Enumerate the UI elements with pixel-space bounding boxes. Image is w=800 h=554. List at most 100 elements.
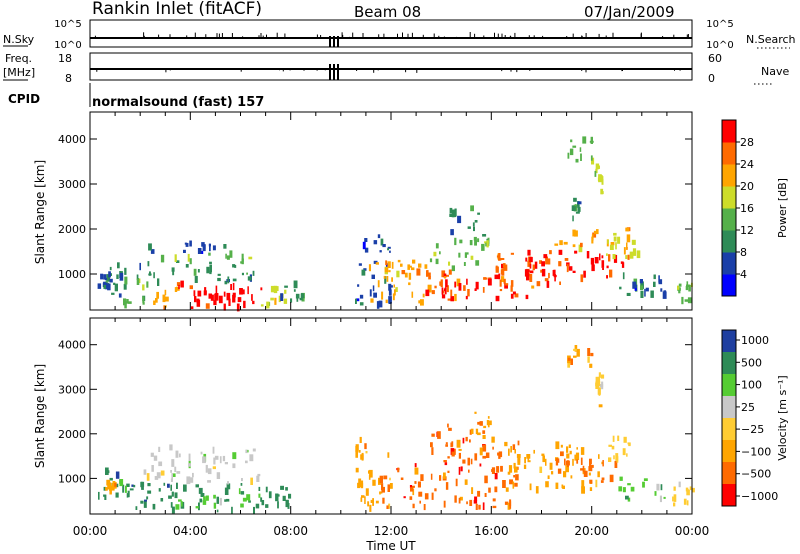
nsky-top-tick: 10^5 — [54, 19, 81, 30]
range-cell — [147, 490, 152, 494]
range-cell — [543, 254, 548, 259]
range-cell — [527, 460, 531, 463]
range-cell — [355, 467, 359, 473]
x-tick-label: 00:00 — [73, 524, 108, 538]
range-cell — [176, 482, 178, 489]
range-cell — [241, 272, 244, 276]
range-cell — [545, 256, 548, 265]
range-cell — [569, 148, 574, 156]
range-cell — [500, 258, 505, 260]
range-cell — [248, 500, 251, 503]
range-cell — [248, 256, 253, 260]
range-cell — [458, 448, 462, 451]
range-cell — [377, 303, 380, 306]
range-cell — [285, 499, 289, 508]
range-cell — [424, 264, 428, 269]
range-cell — [589, 487, 593, 491]
range-cell — [125, 485, 127, 493]
colorbar-swatch — [722, 484, 736, 507]
range-cell — [225, 253, 227, 259]
range-cell — [209, 261, 212, 265]
range-cell — [146, 496, 149, 500]
range-cell — [288, 493, 292, 499]
range-cell — [430, 442, 433, 448]
range-cell — [367, 501, 370, 507]
range-cell — [445, 442, 448, 445]
range-cell — [142, 284, 145, 291]
range-cell — [487, 416, 490, 419]
range-cell — [501, 276, 505, 282]
range-cell — [241, 258, 244, 265]
range-cell — [469, 429, 472, 435]
range-cell — [618, 486, 623, 492]
range-cell — [589, 479, 593, 484]
range-cell — [170, 502, 173, 508]
range-cell — [240, 491, 245, 495]
range-cell — [205, 464, 208, 473]
range-cell — [580, 274, 584, 283]
range-cell — [387, 452, 390, 458]
range-cell — [126, 493, 129, 498]
range-cell — [622, 487, 626, 493]
range-cell — [434, 285, 437, 289]
range-cell — [285, 487, 288, 491]
range-cell — [611, 445, 615, 450]
range-cell — [400, 263, 403, 267]
range-cell — [411, 267, 415, 271]
range-cell — [644, 288, 646, 297]
colorbar-swatch — [722, 208, 736, 231]
range-cell — [479, 463, 482, 467]
range-cell — [208, 293, 212, 299]
range-cell — [126, 299, 129, 304]
range-cell — [617, 236, 621, 244]
range-cell — [498, 273, 501, 280]
range-cell — [248, 494, 250, 502]
range-cell — [467, 289, 470, 297]
range-cell — [691, 487, 695, 493]
range-cell — [445, 444, 448, 447]
colorbar-swatch — [722, 374, 736, 397]
range-cell — [688, 284, 691, 292]
range-cell — [627, 497, 631, 502]
colorbar-swatch — [722, 120, 736, 143]
colorbar-tick-label: 28 — [740, 136, 754, 149]
range-cell — [109, 266, 112, 271]
range-cell — [445, 274, 449, 277]
range-cell — [144, 499, 147, 502]
power-heatmap — [97, 136, 693, 312]
range-cell — [422, 293, 425, 298]
y-tick-label: 2000 — [58, 223, 86, 236]
nsearch-top-tick: 10^5 — [706, 19, 733, 30]
range-cell — [205, 303, 210, 309]
range-cell — [504, 441, 508, 447]
range-cell — [494, 486, 498, 493]
range-cell — [174, 466, 177, 472]
colorbar-swatch — [722, 440, 736, 463]
range-cell — [673, 502, 676, 507]
range-cell — [200, 451, 203, 455]
range-cell — [564, 458, 566, 466]
range-cell — [170, 484, 172, 491]
range-cell — [499, 289, 503, 292]
range-cell — [103, 284, 107, 289]
range-cell — [504, 283, 509, 286]
range-cell — [449, 207, 453, 214]
range-cell — [539, 466, 543, 473]
range-cell — [199, 498, 203, 503]
range-cell — [153, 272, 155, 279]
range-cell — [517, 440, 520, 446]
range-cell — [466, 501, 468, 505]
range-cell — [373, 240, 378, 245]
x-tick-label: 04:00 — [173, 524, 208, 538]
range-cell — [576, 447, 578, 450]
range-cell — [164, 289, 167, 296]
range-cell — [582, 136, 587, 144]
range-cell — [458, 497, 461, 504]
range-cell — [448, 427, 452, 431]
range-cell — [517, 456, 521, 465]
range-cell — [389, 285, 393, 288]
range-cell — [589, 363, 593, 368]
range-cell — [462, 437, 465, 444]
range-cell — [296, 296, 299, 302]
range-cell — [242, 497, 247, 502]
